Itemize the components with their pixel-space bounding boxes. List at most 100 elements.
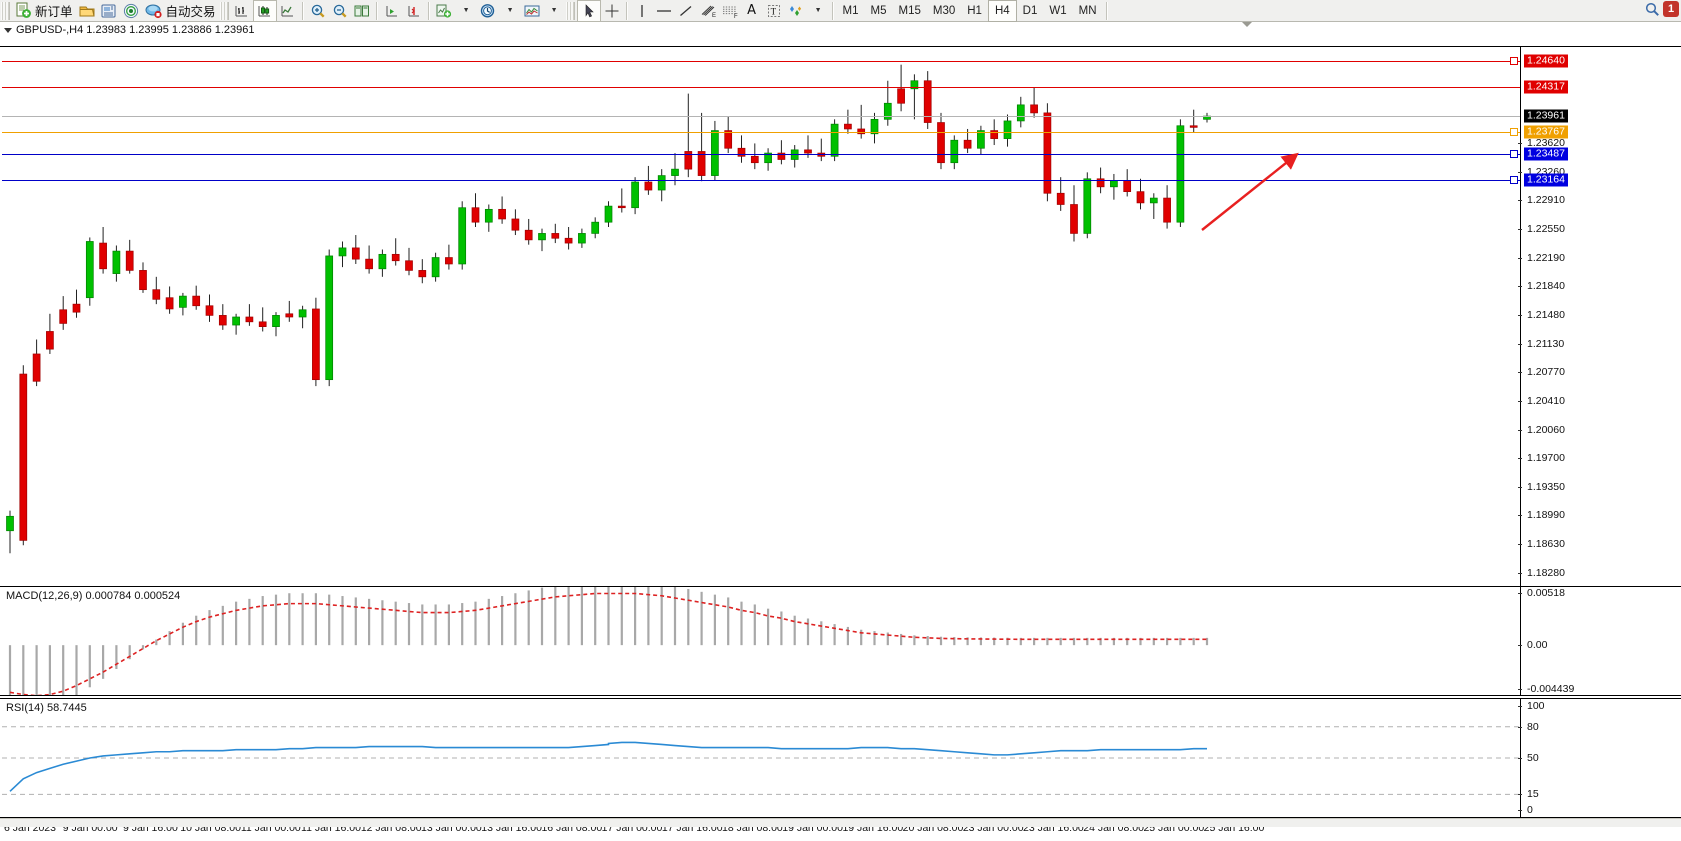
period-dropdown[interactable]: ▼ (499, 1, 521, 21)
toolbar-grip-3[interactable] (565, 1, 575, 20)
main-toolbar: 新订单 (0, 0, 1681, 22)
shift-start-icon (383, 3, 401, 19)
price-tick (1518, 315, 1522, 317)
rsi-axis-label: 15 (1527, 788, 1539, 801)
price-tick-label: 1.23620 (1527, 137, 1565, 150)
price-tick (1518, 229, 1522, 231)
level-line-support-lower[interactable] (2, 180, 1520, 182)
horizontal-line-button[interactable] (653, 1, 675, 21)
price-tick-label: 1.22910 (1527, 194, 1565, 207)
price-axis[interactable]: 1.23620 1.23260 1.22910 1.22550 1.22190 1.218… (1518, 47, 1681, 587)
trendline-button[interactable] (675, 1, 697, 21)
bar-chart-button[interactable] (231, 1, 253, 21)
macd-axis[interactable]: 0.00518 0.00 -0.004439 (1518, 587, 1681, 695)
price-plot-area[interactable] (2, 47, 1520, 587)
timeframe-m15[interactable]: M15 (898, 4, 921, 17)
macd-plot-area[interactable] (2, 587, 1520, 695)
toolbar-separator-2 (375, 1, 378, 20)
autotrading-button[interactable]: 自动交易 (142, 1, 219, 21)
timeframe-h4[interactable]: H4 (987, 0, 1017, 22)
price-tag-resistance-lower[interactable]: 1.24317 (1524, 80, 1568, 94)
level-handle-pivot-level[interactable] (1510, 127, 1518, 136)
toolbar-separator-5 (831, 1, 834, 20)
tile-windows-button[interactable] (351, 1, 373, 21)
level-line-pivot-level[interactable] (2, 131, 1520, 133)
price-tag-last-price[interactable]: 1.23961 (1524, 109, 1568, 123)
rsi-plot-area[interactable] (2, 699, 1520, 817)
period-button[interactable] (477, 1, 499, 21)
text-button[interactable]: A (741, 1, 763, 21)
price-tag-pivot-level[interactable]: 1.23767 (1524, 125, 1568, 139)
notification-badge[interactable]: 1 (1663, 1, 1679, 17)
signals-icon (122, 3, 140, 19)
templates-dropdown[interactable]: ▼ (543, 1, 565, 21)
macd-axis-label: 0.00518 (1527, 587, 1565, 599)
macd-axis-label: 0.00 (1527, 639, 1548, 652)
toolbar-grip-1[interactable] (1, 1, 10, 20)
level-line-last-price[interactable] (2, 116, 1520, 118)
status-bar (0, 818, 1681, 827)
price-tick (1518, 286, 1522, 288)
timeframe-mn[interactable]: MN (1078, 4, 1097, 17)
zoom-in-button[interactable] (307, 1, 329, 21)
level-line-resistance-upper[interactable] (2, 61, 1520, 63)
shift-end-button[interactable] (403, 1, 425, 21)
templates-button[interactable] (521, 1, 543, 21)
shapes-dropdown[interactable]: ▼ (807, 1, 829, 21)
price-tick (1518, 544, 1522, 546)
candlestick-chart-button[interactable] (252, 0, 277, 22)
level-handle-support-upper[interactable] (1510, 150, 1518, 159)
indicators-dropdown[interactable]: ▼ (455, 1, 477, 21)
shapes-button[interactable] (785, 1, 807, 21)
folder-button[interactable] (76, 1, 98, 21)
cursor-button[interactable] (576, 0, 601, 22)
autotrading-label: 自动交易 (165, 4, 216, 19)
bar-chart-icon (233, 3, 251, 19)
equidistant-channel-icon: F (720, 3, 740, 19)
timeframe-h1[interactable]: H1 (967, 4, 982, 17)
new-order-button[interactable]: 新订单 (12, 1, 76, 21)
text-icon: A (747, 3, 756, 18)
chart-title-bar[interactable]: GBPUSD-,H4 1.23983 1.23995 1.23886 1.239… (4, 24, 255, 36)
label-button[interactable]: T (763, 1, 785, 21)
timeframe-m30[interactable]: M30 (932, 4, 956, 17)
macd-title: MACD(12,26,9) 0.000784 0.000524 (6, 590, 181, 602)
timeframe-m5[interactable]: M5 (870, 4, 887, 17)
line-chart-button[interactable] (277, 1, 299, 21)
chevron-down-icon: ▼ (814, 7, 822, 14)
zoom-out-button[interactable] (329, 1, 351, 21)
timeframe-w1[interactable]: W1 (1049, 4, 1067, 17)
level-handle-support-lower[interactable] (1510, 176, 1518, 185)
timeframe-d1[interactable]: D1 (1022, 4, 1038, 17)
chevron-down-icon: ▼ (506, 7, 514, 14)
toolbar-grip-2[interactable] (219, 1, 229, 20)
chart-menu-icon[interactable] (4, 27, 12, 33)
news-button[interactable] (98, 1, 120, 21)
scroll-marker-icon (1242, 22, 1252, 27)
horizontal-line-icon (654, 3, 674, 19)
shift-start-button[interactable] (381, 1, 403, 21)
price-tick-label: 1.20060 (1527, 423, 1565, 436)
rsi-axis-tick (1518, 726, 1522, 728)
fibonacci-button[interactable]: E (697, 1, 719, 21)
rsi-axis[interactable]: 100 80 50 15 0 (1518, 699, 1681, 817)
price-tag-resistance-upper[interactable]: 1.24640 (1524, 54, 1568, 68)
level-handle-resistance-upper[interactable] (1510, 57, 1518, 66)
vertical-line-button[interactable] (631, 1, 653, 21)
crosshair-button[interactable] (601, 1, 623, 21)
search-icon[interactable] (1644, 1, 1661, 17)
price-tag-support-upper[interactable]: 1.23487 (1524, 147, 1568, 161)
timeframe-m1[interactable]: M1 (842, 4, 859, 17)
rsi-axis-label: 0 (1527, 804, 1533, 816)
crosshair-icon (603, 3, 621, 19)
macd-axis-tick (1518, 593, 1522, 594)
indicators-button[interactable] (433, 1, 455, 21)
rsi-axis-tick (1518, 794, 1522, 796)
level-line-support-upper[interactable] (2, 154, 1520, 156)
level-line-resistance-lower[interactable] (2, 87, 1520, 89)
toolbar-separator-4 (625, 1, 628, 20)
price-tag-support-lower[interactable]: 1.23164 (1524, 173, 1568, 187)
period-clock-icon (479, 3, 497, 19)
signals-button[interactable] (120, 1, 142, 21)
equidistant-channel-button[interactable]: F (719, 1, 741, 21)
